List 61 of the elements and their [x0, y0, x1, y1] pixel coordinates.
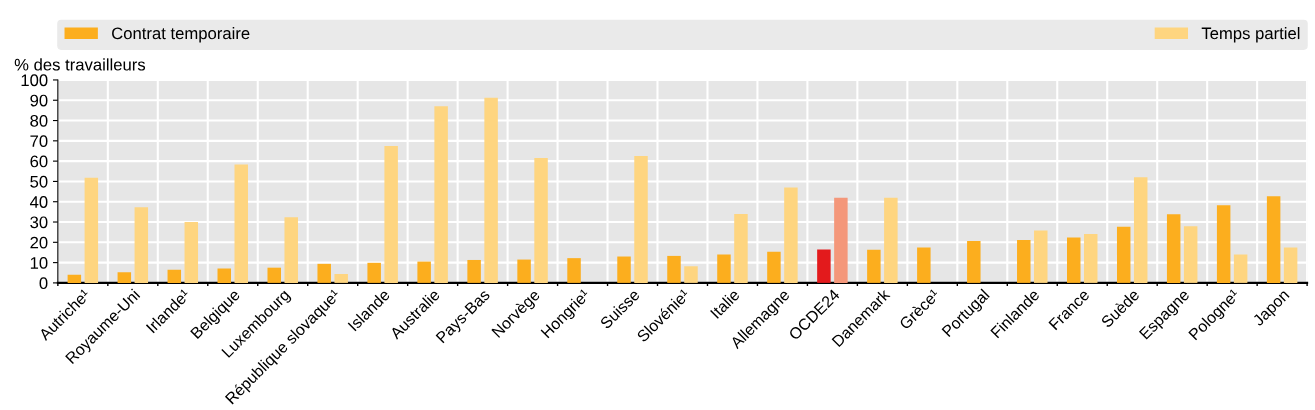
y-tick-label: 20 [30, 236, 48, 249]
y-tick-label: 30 [30, 216, 48, 229]
bar [1216, 205, 1231, 283]
bar [567, 258, 581, 283]
bar [434, 106, 448, 283]
y-tick-label: 80 [30, 114, 48, 127]
y-tick-label: 60 [30, 155, 48, 168]
bar [1183, 226, 1198, 283]
bar [717, 254, 731, 283]
bar [634, 156, 648, 283]
y-tick-label: 90 [30, 94, 48, 107]
bar [617, 256, 631, 283]
bar [284, 217, 298, 283]
bar [1133, 177, 1148, 283]
bar [667, 255, 681, 283]
y-tick-label: 10 [30, 257, 48, 269]
y-tick-label: 70 [30, 135, 48, 148]
bar [1233, 254, 1248, 283]
bar [684, 266, 698, 283]
bar [1283, 247, 1298, 283]
bar [384, 145, 398, 283]
bar [767, 251, 781, 283]
bar [1266, 196, 1281, 283]
y-tick-label: 0 [39, 277, 48, 290]
bar [367, 262, 381, 283]
y-tick-label: 100 [21, 74, 48, 87]
bar [1034, 230, 1048, 283]
bar [1083, 233, 1098, 283]
bar [734, 213, 748, 283]
y-tick-label: 50 [30, 175, 48, 188]
legend-label: Contrat temporaire [112, 27, 250, 43]
bar [84, 177, 99, 283]
bar [1166, 214, 1181, 283]
bar [317, 263, 331, 283]
bar [67, 274, 82, 283]
y-axis-title: % des travailleurs [14, 58, 146, 71]
bar [534, 157, 548, 283]
legend-label: Temps partiel [1201, 27, 1300, 43]
bar [217, 268, 232, 283]
bar [884, 197, 898, 283]
bar [484, 97, 498, 283]
bar [234, 164, 248, 283]
bar [117, 272, 132, 283]
y-tick-label: 40 [29, 196, 48, 208]
bar [867, 249, 881, 283]
bar [417, 261, 431, 283]
bar [184, 222, 199, 283]
bar [967, 240, 981, 283]
bar [1116, 226, 1131, 283]
bar [1067, 237, 1081, 283]
bar [917, 247, 931, 283]
bar [1017, 240, 1031, 283]
bar [834, 197, 848, 283]
bar [784, 187, 798, 283]
bar [467, 259, 481, 283]
bar [334, 273, 348, 283]
bar [517, 259, 531, 283]
bar [167, 269, 182, 283]
bar [817, 249, 831, 283]
bar [134, 207, 149, 283]
bar [267, 267, 281, 283]
